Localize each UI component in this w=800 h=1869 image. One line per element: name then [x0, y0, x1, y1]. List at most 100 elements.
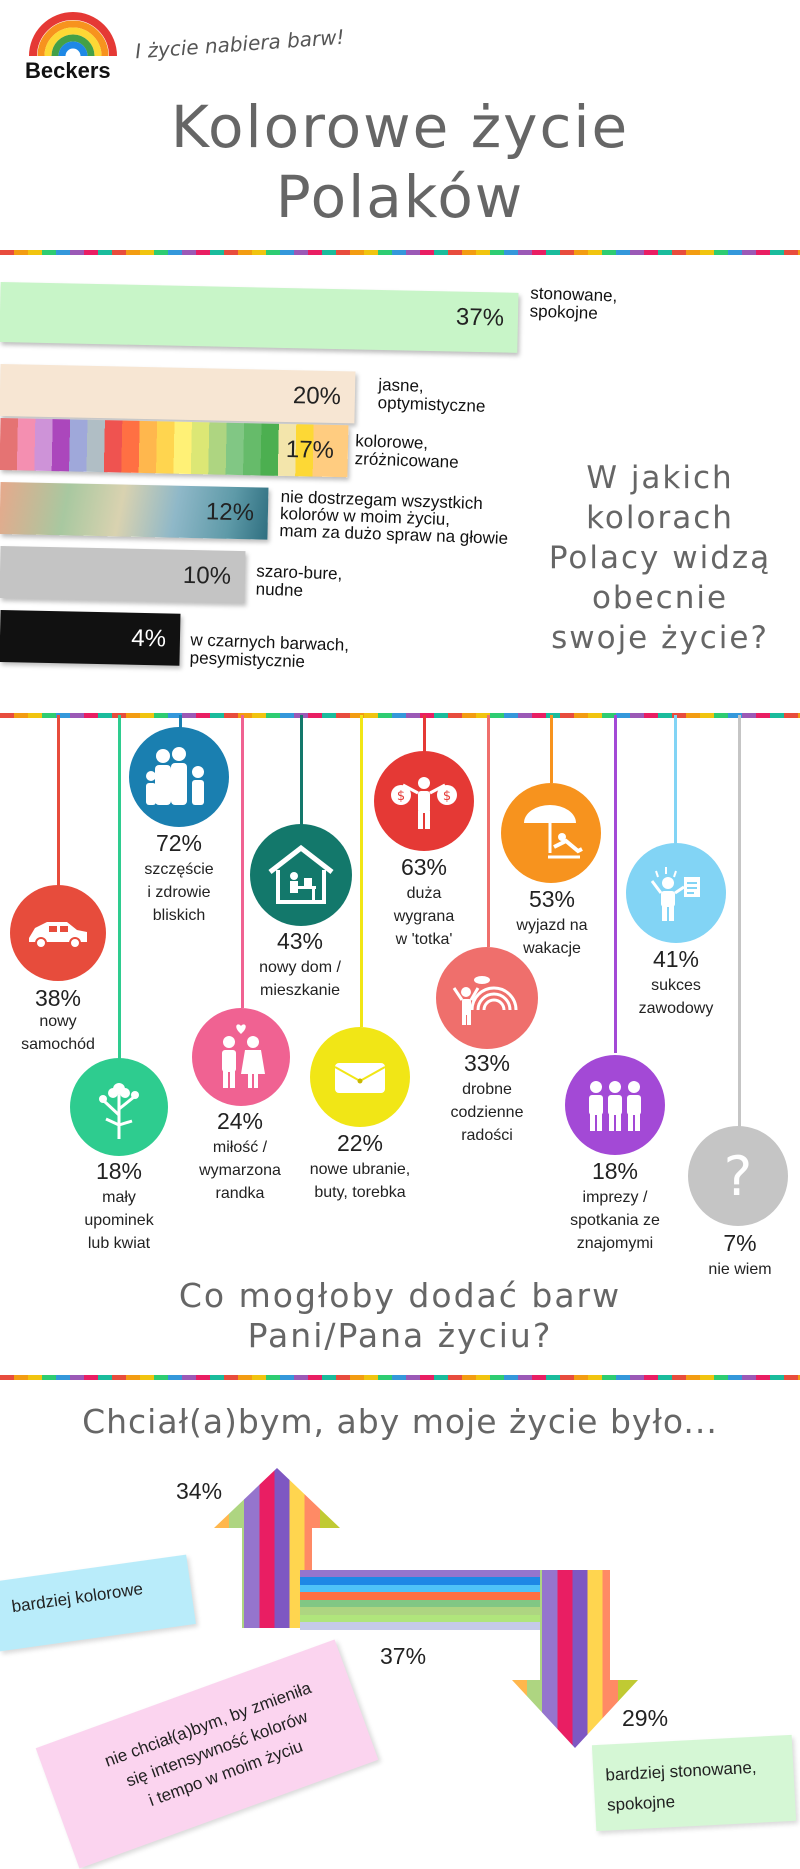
item-pct: 18%	[591, 1158, 639, 1184]
section3-title: Chciał(a)bym, aby moje życie było...	[82, 1402, 718, 1441]
string	[300, 715, 303, 825]
bar-pct: 12%	[205, 498, 255, 527]
question-line: obecnie	[591, 580, 729, 616]
bar-label-line: nudne	[255, 579, 304, 601]
car-icon	[29, 922, 87, 949]
bar-pct: 17%	[285, 435, 335, 464]
down-arrow	[512, 1570, 638, 1748]
string	[360, 715, 363, 1027]
svg-text:$: $	[397, 789, 405, 804]
handbag-icon	[334, 1063, 386, 1093]
flower-icon	[99, 1083, 139, 1139]
string	[614, 715, 617, 1053]
item-caption: imprezy / spotkania ze znajomymi	[540, 1186, 690, 1255]
string	[487, 715, 490, 947]
party-circle	[565, 1055, 665, 1155]
item-pct: 18%	[95, 1158, 143, 1184]
item-pct: 43%	[276, 928, 324, 954]
note-no-change: nie chciał(a)bym, by zmieniła się intens…	[35, 1639, 379, 1869]
item-caption: sukces zawodowy	[601, 974, 751, 1020]
caption-line: nie wiem	[708, 1261, 772, 1278]
family-icon	[146, 747, 204, 805]
item-caption: drobne codzienne radości	[412, 1078, 562, 1147]
bar-pct: 4%	[131, 624, 167, 653]
brand-name: Beckers	[25, 58, 111, 83]
bar-pct: 37%	[455, 303, 505, 332]
bar-label-line: spokojne	[529, 301, 599, 323]
caption-line: imprezy /	[582, 1189, 648, 1206]
couple-icon	[222, 1024, 265, 1088]
caption-line: nowy dom /	[259, 959, 341, 976]
caption-line: bliskich	[152, 907, 206, 924]
money-icon: $ $	[391, 777, 457, 829]
house-icon	[268, 844, 334, 904]
beach-circle	[501, 783, 601, 883]
question-mark-icon: ?	[723, 1144, 753, 1208]
caption-line: miłość /	[212, 1139, 268, 1156]
item-caption: duża wygrana w 'totka'	[349, 882, 499, 951]
bar-stonowane: 37%	[0, 282, 519, 353]
caption-line: mieszkanie	[259, 982, 341, 999]
question-line: W jakich	[586, 460, 734, 496]
note-more-colorful: bardziej kolorowe	[0, 1554, 196, 1652]
string	[423, 715, 426, 753]
bar-label-jasne: jasne, optymistyczne	[377, 375, 486, 416]
caption-line: codzienne	[450, 1104, 524, 1121]
svg-text:$: $	[443, 789, 451, 804]
page-title: Kolorowe życie Polaków	[0, 92, 800, 232]
caption-line: radości	[461, 1127, 513, 1144]
caption-line: wymarzona	[199, 1162, 281, 1179]
item-caption: szczęście i zdrowie bliskich	[104, 858, 254, 927]
bar-pct: 10%	[182, 561, 232, 590]
horizontal-stripes	[300, 1570, 550, 1630]
question-line: kolorach	[586, 500, 734, 536]
caption-line: wygrana	[393, 908, 455, 925]
caption-line: nowy	[39, 1013, 77, 1030]
item-caption: nowy samochód	[0, 1010, 133, 1056]
item-pct: 22%	[336, 1130, 384, 1156]
bar-label-kolorowe: kolorowe, zróżnicowane	[354, 431, 459, 472]
question-line: Pani/Pana życiu?	[247, 1316, 553, 1355]
question-colors: W jakich kolorach Polacy widzą obecnie s…	[535, 458, 785, 658]
flower-circle	[70, 1058, 168, 1156]
bar-kolorowe: 17%	[0, 418, 349, 478]
bar-label-line: zróżnicowane	[354, 449, 459, 472]
beach-icon	[524, 805, 583, 859]
caption-line: zawodowy	[638, 1000, 714, 1017]
item-pct: 63%	[400, 854, 448, 880]
note-calmer: bardziej stonowane, spokojne	[591, 1734, 797, 1832]
item-caption: nowy dom / mieszkanie	[225, 956, 375, 1002]
string	[57, 715, 60, 887]
caption-line: lub kwiat	[87, 1235, 151, 1252]
string	[738, 715, 741, 1127]
caption-line: znajomymi	[576, 1235, 654, 1252]
bar-label-czarne: w czarnych barwach, pesymistycznie	[189, 630, 349, 673]
item-pct: 33%	[463, 1050, 511, 1076]
success-circle	[626, 843, 726, 943]
string	[241, 715, 244, 1008]
caption-line: szczęście	[144, 861, 214, 878]
down-pct: 29%	[622, 1705, 669, 1731]
item-pct: 24%	[216, 1108, 264, 1134]
title-line-2: Polaków	[275, 163, 525, 231]
item-caption: nowe ubranie, buty, torebka	[285, 1158, 435, 1204]
caption-line: upominek	[84, 1212, 154, 1229]
bar-szaro-bure: 10%	[0, 546, 246, 604]
house-circle	[250, 824, 352, 926]
caption-line: i zdrowie	[147, 884, 211, 901]
up-pct: 34%	[176, 1478, 223, 1504]
bar-label-szaro-bure: szaro-bure, nudne	[255, 562, 342, 602]
string	[118, 715, 121, 1070]
bar-pct: 20%	[292, 382, 342, 411]
item-pct: 41%	[652, 946, 700, 972]
car-circle	[10, 885, 106, 981]
bar-jasne: 20%	[0, 364, 356, 424]
bar-label-nie-dostrzegam: nie dostrzegam wszystkich kolorów w moim…	[279, 487, 509, 548]
string	[179, 715, 182, 729]
caption-line: duża	[406, 885, 442, 902]
divider	[0, 1375, 800, 1380]
caption-line: samochód	[21, 1036, 95, 1053]
handbag-circle	[310, 1027, 410, 1127]
success-icon	[650, 867, 700, 921]
caption-line: buty, torebka	[314, 1184, 406, 1201]
